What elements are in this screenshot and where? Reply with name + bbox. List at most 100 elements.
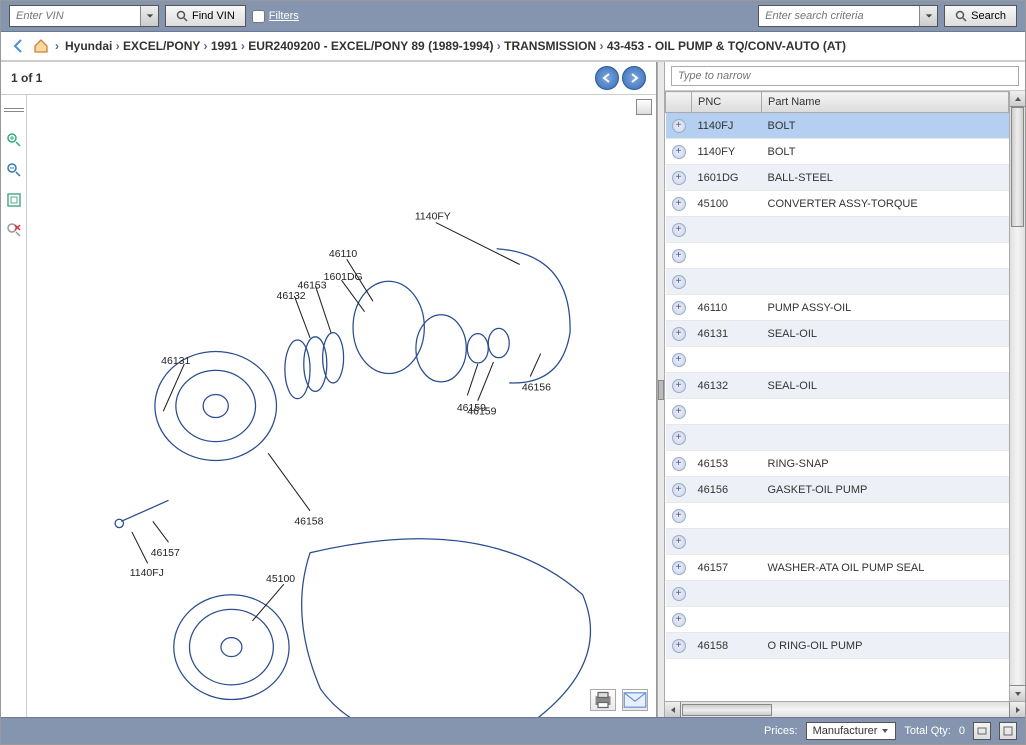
expand-cell[interactable]: +: [666, 295, 692, 321]
expand-cell[interactable]: +: [666, 451, 692, 477]
table-row[interactable]: +46157WASHER-ATA OIL PUMP SEAL: [666, 555, 1009, 581]
vin-dropdown[interactable]: [140, 6, 158, 26]
window-icon[interactable]: [999, 722, 1017, 740]
expand-cell[interactable]: +: [666, 139, 692, 165]
table-row[interactable]: +: [666, 503, 1009, 529]
vertical-scrollbar[interactable]: [1009, 91, 1025, 701]
print-icon[interactable]: [590, 689, 616, 711]
plus-icon: +: [672, 457, 686, 471]
crumb-item[interactable]: Hyundai: [65, 39, 112, 53]
vin-input[interactable]: [10, 8, 140, 24]
vin-combo[interactable]: [9, 5, 159, 27]
clear-icon[interactable]: [3, 219, 25, 241]
svg-text:46159: 46159: [467, 406, 496, 417]
scroll-right-icon[interactable]: [1009, 702, 1025, 717]
table-row[interactable]: +: [666, 399, 1009, 425]
zoom-out-icon[interactable]: [3, 159, 25, 181]
lines-icon[interactable]: [3, 99, 25, 121]
crumb-item[interactable]: 1991: [211, 39, 238, 53]
maximize-icon[interactable]: [636, 99, 652, 115]
scroll-down-icon[interactable]: [1010, 685, 1025, 701]
crumb-item[interactable]: 43-453 - OIL PUMP & TQ/CONV-AUTO (AT): [607, 39, 846, 53]
next-diagram-button[interactable]: [622, 66, 646, 90]
table-row[interactable]: +: [666, 347, 1009, 373]
expand-cell[interactable]: +: [666, 399, 692, 425]
table-row[interactable]: +46156GASKET-OIL PUMP: [666, 477, 1009, 503]
find-vin-button[interactable]: Find VIN: [165, 5, 246, 27]
expand-cell[interactable]: +: [666, 555, 692, 581]
expand-cell[interactable]: +: [666, 581, 692, 607]
scroll-left-icon[interactable]: [665, 702, 681, 717]
hscroll-thumb[interactable]: [682, 704, 772, 716]
table-row[interactable]: +: [666, 529, 1009, 555]
table-row[interactable]: +46158O RING-OIL PUMP: [666, 633, 1009, 659]
prices-combo[interactable]: Manufacturer: [806, 722, 897, 740]
diagram-header: 1 of 1: [1, 62, 656, 95]
fit-icon[interactable]: [3, 189, 25, 211]
scroll-thumb[interactable]: [1011, 107, 1024, 227]
prev-diagram-button[interactable]: [595, 66, 619, 90]
col-partname[interactable]: Part Name: [762, 92, 1009, 113]
table-row[interactable]: +: [666, 581, 1009, 607]
table-row[interactable]: +: [666, 607, 1009, 633]
search-combo[interactable]: [758, 5, 938, 27]
expand-cell[interactable]: +: [666, 373, 692, 399]
horizontal-scrollbar[interactable]: [665, 701, 1025, 717]
crumb-item[interactable]: EXCEL/PONY: [123, 39, 200, 53]
partname-cell: RING-SNAP: [762, 451, 1009, 477]
expand-cell[interactable]: +: [666, 477, 692, 503]
scroll-up-icon[interactable]: [1010, 91, 1025, 107]
plus-icon: +: [672, 405, 686, 419]
splitter[interactable]: [657, 62, 665, 717]
expand-cell[interactable]: +: [666, 113, 692, 139]
search-button[interactable]: Search: [944, 5, 1017, 27]
search-dropdown[interactable]: [919, 6, 937, 26]
table-row[interactable]: +: [666, 217, 1009, 243]
expand-cell[interactable]: +: [666, 269, 692, 295]
table-row[interactable]: +: [666, 243, 1009, 269]
col-expand[interactable]: [666, 92, 692, 113]
zoom-in-icon[interactable]: [3, 129, 25, 151]
expand-cell[interactable]: +: [666, 503, 692, 529]
filters-toggle[interactable]: Filters: [252, 10, 299, 23]
pnc-cell: 46153: [692, 451, 762, 477]
table-row[interactable]: +46153RING-SNAP: [666, 451, 1009, 477]
crumb-item[interactable]: TRANSMISSION: [504, 39, 596, 53]
col-pnc[interactable]: PNC: [692, 92, 762, 113]
expand-cell[interactable]: +: [666, 191, 692, 217]
table-row[interactable]: +1140FYBOLT: [666, 139, 1009, 165]
topbar: Find VIN Filters Search: [1, 1, 1025, 32]
search-input[interactable]: [759, 8, 919, 24]
expand-cell[interactable]: +: [666, 425, 692, 451]
expand-cell[interactable]: +: [666, 607, 692, 633]
svg-text:46132: 46132: [277, 291, 306, 302]
table-row[interactable]: +46131SEAL-OIL: [666, 321, 1009, 347]
expand-cell[interactable]: +: [666, 347, 692, 373]
back-icon[interactable]: [11, 38, 27, 54]
table-row[interactable]: +46132SEAL-OIL: [666, 373, 1009, 399]
narrow-input[interactable]: [671, 66, 1019, 86]
crumb-item[interactable]: EUR2409200 - EXCEL/PONY 89 (1989-1994): [248, 39, 493, 53]
partname-cell: BOLT: [762, 139, 1009, 165]
email-icon[interactable]: [622, 689, 648, 711]
plus-icon: +: [672, 483, 686, 497]
table-row[interactable]: +1140FJBOLT: [666, 113, 1009, 139]
expand-cell[interactable]: +: [666, 243, 692, 269]
pnc-cell: [692, 347, 762, 373]
table-row[interactable]: +46110PUMP ASSY-OIL: [666, 295, 1009, 321]
expand-cell[interactable]: +: [666, 321, 692, 347]
cart-icon[interactable]: [973, 722, 991, 740]
filters-checkbox[interactable]: [252, 10, 265, 23]
diagram-canvas[interactable]: 1140FY 46110 1601DG 46153 46132 46131 46…: [27, 95, 656, 717]
breadcrumb: › Hyundai › EXCEL/PONY › 1991 › EUR24092…: [1, 32, 1025, 61]
table-row[interactable]: +: [666, 425, 1009, 451]
expand-cell[interactable]: +: [666, 165, 692, 191]
table-row[interactable]: +: [666, 269, 1009, 295]
table-row[interactable]: +1601DGBALL-STEEL: [666, 165, 1009, 191]
expand-cell[interactable]: +: [666, 529, 692, 555]
expand-cell[interactable]: +: [666, 217, 692, 243]
home-icon[interactable]: [33, 38, 49, 54]
content-area: 1 of 1: [1, 61, 1025, 717]
expand-cell[interactable]: +: [666, 633, 692, 659]
table-row[interactable]: +45100CONVERTER ASSY-TORQUE: [666, 191, 1009, 217]
